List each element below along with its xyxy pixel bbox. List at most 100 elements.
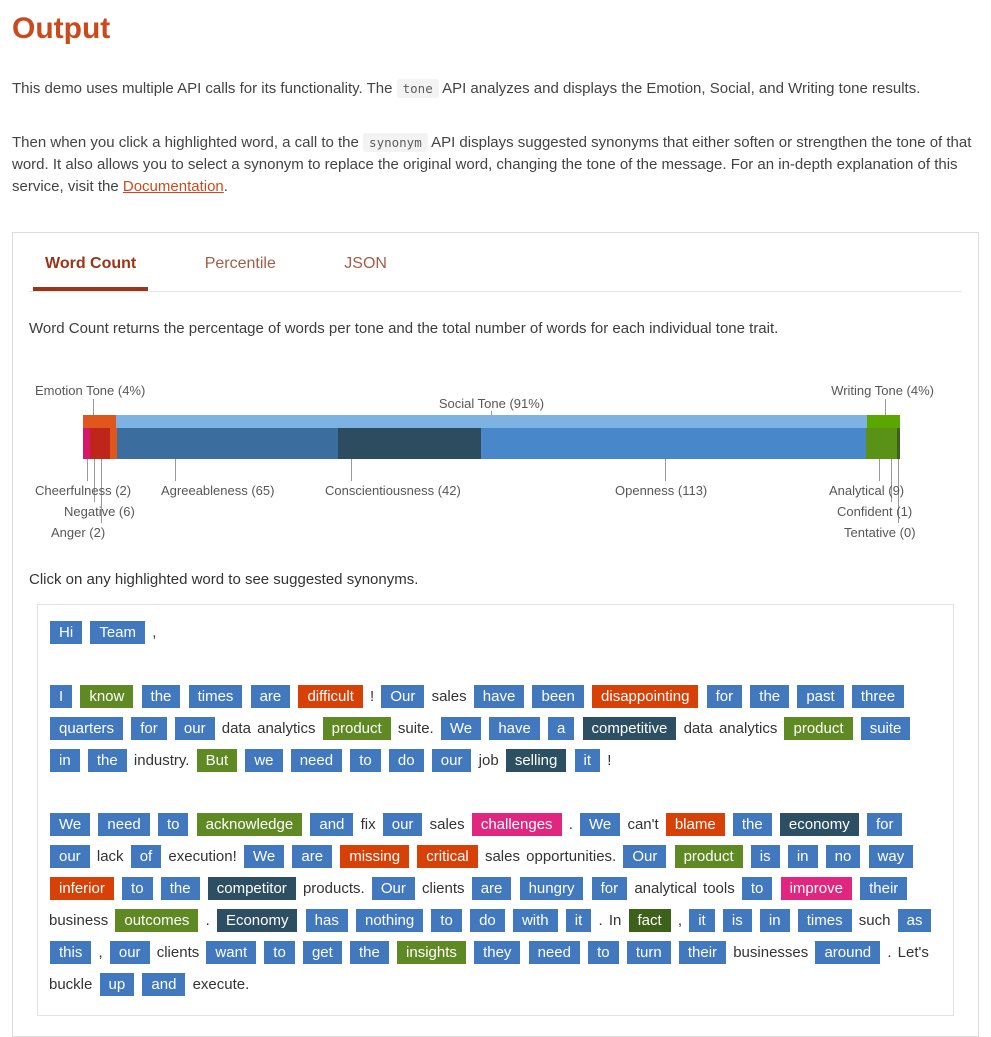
highlighted-word[interactable]: are (471, 877, 512, 900)
highlighted-word[interactable]: the (141, 685, 181, 708)
highlighted-word[interactable]: is (722, 909, 752, 932)
highlighted-word[interactable]: three (851, 685, 905, 708)
highlighted-word[interactable]: I (50, 685, 73, 708)
highlighted-word[interactable]: has (305, 909, 348, 932)
highlighted-word[interactable]: to (431, 909, 462, 932)
highlighted-word[interactable]: in (787, 845, 818, 868)
highlighted-word[interactable]: the (750, 685, 790, 708)
highlighted-word[interactable]: do (388, 749, 424, 772)
highlighted-word[interactable]: improve (780, 877, 852, 900)
highlighted-word[interactable]: times (188, 685, 243, 708)
segment-writing-tone[interactable] (867, 415, 901, 428)
highlighted-word[interactable]: are (292, 845, 333, 868)
highlighted-word[interactable]: difficult (298, 685, 363, 708)
segment-anger[interactable] (110, 428, 118, 459)
highlighted-word[interactable]: acknowledge (196, 813, 303, 836)
highlighted-word[interactable]: Our (381, 685, 425, 708)
highlighted-word[interactable]: it (565, 909, 592, 932)
highlighted-word[interactable]: product (784, 717, 853, 740)
highlighted-word[interactable]: are (250, 685, 291, 708)
highlighted-word[interactable]: our (431, 749, 472, 772)
highlighted-word[interactable]: for (131, 717, 167, 740)
highlighted-word[interactable]: to (122, 877, 153, 900)
highlighted-word[interactable]: no (825, 845, 861, 868)
highlighted-word[interactable]: the (160, 877, 200, 900)
highlighted-word[interactable]: times (797, 909, 852, 932)
highlighted-word[interactable]: to (157, 813, 189, 836)
tab-percentile[interactable]: Percentile (204, 255, 276, 272)
segment-social-tone[interactable] (116, 415, 867, 428)
highlighted-word[interactable]: product (322, 717, 391, 740)
highlighted-word[interactable]: they (474, 941, 521, 964)
highlighted-word[interactable]: need (98, 813, 150, 836)
highlighted-word[interactable]: Economy (216, 909, 298, 932)
highlighted-word[interactable]: for (591, 877, 628, 900)
highlighted-word[interactable]: for (706, 685, 743, 708)
highlighted-word[interactable]: economy (779, 813, 859, 836)
highlighted-word[interactable]: to (741, 877, 773, 900)
highlighted-word[interactable]: get (302, 941, 342, 964)
highlighted-word[interactable]: in (50, 749, 80, 772)
highlighted-word[interactable]: Team (90, 621, 146, 644)
highlighted-word[interactable]: do (470, 909, 505, 932)
highlighted-word[interactable]: insights (397, 941, 466, 964)
highlighted-word[interactable]: our (174, 717, 215, 740)
segment-cheerfulness[interactable] (83, 428, 90, 459)
segment-analytical[interactable] (865, 428, 897, 459)
highlighted-word[interactable]: need (528, 941, 580, 964)
highlighted-word[interactable]: competitor (207, 877, 296, 900)
segment-openness[interactable] (481, 428, 866, 459)
highlighted-word[interactable]: We (440, 717, 482, 740)
highlighted-word[interactable]: to (264, 941, 295, 964)
highlighted-word[interactable]: critical (417, 845, 478, 868)
highlighted-word[interactable]: want (206, 941, 257, 964)
highlighted-word[interactable]: competitive (582, 717, 677, 740)
highlighted-word[interactable]: way (868, 845, 914, 868)
highlighted-word[interactable]: Our (623, 845, 667, 868)
highlighted-word[interactable]: We (50, 813, 91, 836)
highlighted-word[interactable]: We (580, 813, 621, 836)
segment-negative[interactable] (89, 428, 111, 459)
highlighted-word[interactable]: our (382, 813, 423, 836)
highlighted-word[interactable]: have (489, 717, 540, 740)
highlighted-word[interactable]: challenges (471, 813, 562, 836)
highlighted-word[interactable]: their (860, 877, 908, 900)
highlighted-word[interactable]: Hi (50, 621, 83, 644)
highlighted-word[interactable]: our (50, 845, 90, 868)
highlighted-word[interactable]: of (130, 845, 162, 868)
documentation-link[interactable]: Documentation (122, 178, 224, 195)
highlighted-word[interactable]: in (759, 909, 790, 932)
highlighted-word[interactable]: nothing (356, 909, 424, 932)
highlighted-word[interactable]: have (473, 685, 525, 708)
tab-json[interactable]: JSON (344, 255, 387, 272)
highlighted-word[interactable]: been (532, 685, 584, 708)
segment-agreeableness[interactable] (117, 428, 339, 459)
highlighted-word[interactable]: the (732, 813, 772, 836)
highlighted-word[interactable]: Our (371, 877, 415, 900)
highlighted-word[interactable]: need (290, 749, 343, 772)
highlighted-word[interactable]: product (674, 845, 743, 868)
highlighted-word[interactable]: their (678, 941, 727, 964)
highlighted-word[interactable]: outcomes (115, 909, 199, 932)
highlighted-word[interactable]: as (897, 909, 932, 932)
highlighted-word[interactable]: the (87, 749, 127, 772)
highlighted-word[interactable]: quarters (50, 717, 124, 740)
highlighted-word[interactable]: our (109, 941, 150, 964)
highlighted-word[interactable]: know (80, 685, 134, 708)
highlighted-word[interactable]: turn (626, 941, 671, 964)
highlighted-word[interactable]: we (245, 749, 283, 772)
highlighted-word[interactable]: fact (628, 909, 671, 932)
highlighted-word[interactable]: it (574, 749, 601, 772)
highlighted-word[interactable]: up (99, 973, 135, 996)
segment-emotion-tone[interactable] (83, 415, 117, 428)
highlighted-word[interactable]: the (350, 941, 389, 964)
highlighted-word[interactable]: and (310, 813, 354, 836)
highlighted-word[interactable]: disappointing (592, 685, 699, 708)
tab-word-count[interactable]: Word Count (33, 253, 149, 291)
highlighted-word[interactable]: hungry (519, 877, 584, 900)
highlighted-word[interactable]: it (689, 909, 715, 932)
highlighted-word[interactable]: to (588, 941, 619, 964)
highlighted-word[interactable]: is (750, 845, 780, 868)
highlighted-word[interactable]: selling (505, 749, 567, 772)
highlighted-word[interactable]: this (50, 941, 92, 964)
